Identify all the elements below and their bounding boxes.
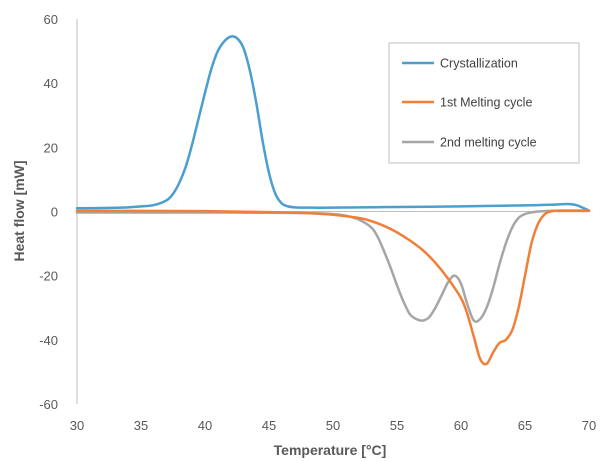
series-line-1 <box>75 35 591 212</box>
legend-label: 1st Melting cycle <box>440 96 532 110</box>
x-tick-label: 30 <box>70 418 84 433</box>
x-tick-label: 35 <box>134 418 148 433</box>
series-lines <box>75 35 591 366</box>
legend-items: Crystallization 1st Melting cycle 2nd melt… <box>402 57 537 150</box>
series-line-2 <box>75 209 591 366</box>
y-tick-label: 20 <box>44 140 58 155</box>
x-axis-title: Temperature [°C] <box>274 442 387 458</box>
y-axis-title: Heat flow [mW] <box>11 160 27 261</box>
plot-area: 30 35 40 45 50 55 60 65 70 -60 -40 -20 0 20 40 60 <box>39 12 596 433</box>
y-tick-labels: -60 -40 -20 0 20 40 60 <box>39 12 58 412</box>
series-line-3 <box>75 209 591 323</box>
legend-label: Crystallization <box>440 57 518 71</box>
x-tick-label: 55 <box>390 418 404 433</box>
y-tick-label: 60 <box>44 12 58 27</box>
x-tick-label: 70 <box>582 418 596 433</box>
y-tick-label: 0 <box>51 205 58 220</box>
x-tick-label: 65 <box>518 418 532 433</box>
x-tick-label: 50 <box>326 418 340 433</box>
x-tick-label: 40 <box>198 418 212 433</box>
x-tick-label: 60 <box>454 418 468 433</box>
x-tick-labels: 30 35 40 45 50 55 60 65 70 <box>70 418 596 433</box>
y-tick-label: -40 <box>39 333 58 348</box>
legend: Crystallization 1st Melting cycle 2nd melt… <box>388 42 580 164</box>
x-tick-label: 45 <box>262 418 276 433</box>
y-tick-label: -60 <box>39 397 58 412</box>
legend-label: 2nd melting cycle <box>440 136 537 150</box>
y-tick-label: -20 <box>39 269 58 284</box>
y-tick-label: 40 <box>44 76 58 91</box>
